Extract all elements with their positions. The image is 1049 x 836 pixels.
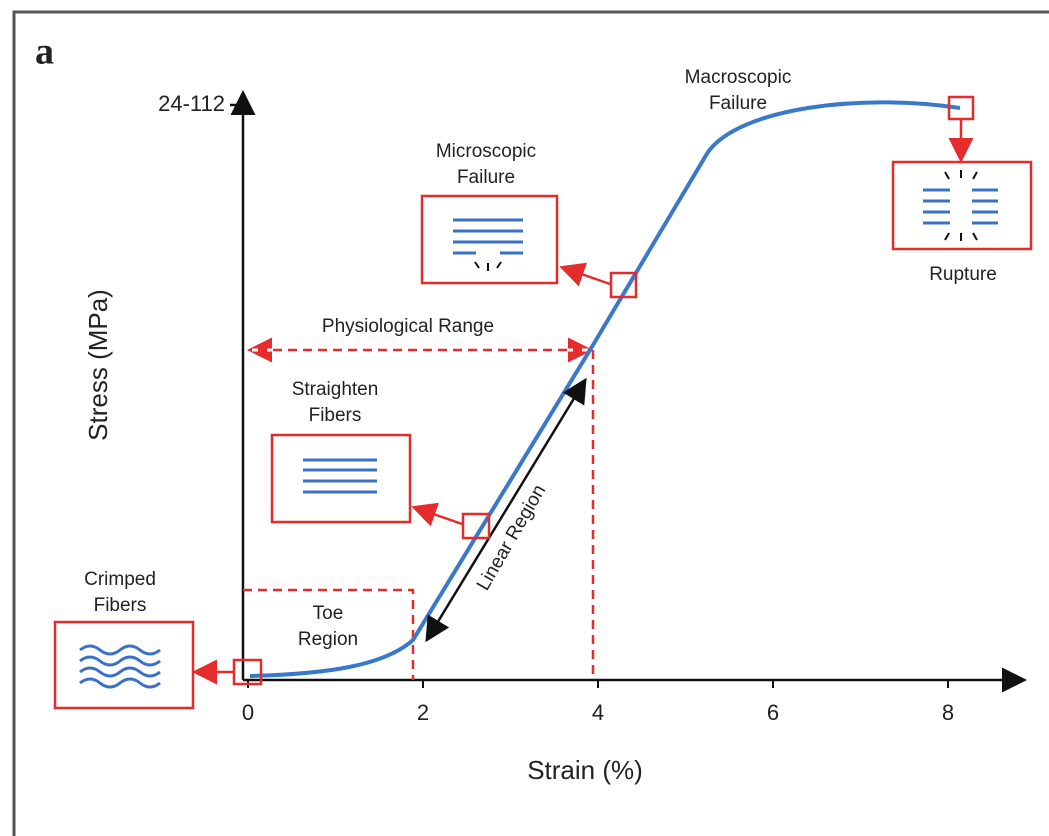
toe-label: Region (298, 629, 358, 650)
straight-icon (303, 458, 377, 494)
straighten-label: Fibers (309, 405, 362, 426)
micro-icon (453, 218, 523, 255)
y-axis-label: Stress (MPa) (83, 289, 113, 441)
microscopic-box (420, 194, 559, 285)
x-tick-label: 6 (767, 700, 779, 725)
x-tick-label: 4 (592, 700, 604, 725)
rupture-box (891, 160, 1033, 251)
frame (12, 10, 1049, 836)
range-label: Physiological Range (322, 316, 494, 337)
linear-arrow (425, 377, 587, 643)
y-tick-label: 24-112 (158, 91, 225, 116)
panel-label: a (35, 31, 54, 73)
break-marks (474, 261, 502, 271)
x-ticks: 0 2 4 6 8 (242, 680, 954, 725)
straighten-label: Straighten (292, 379, 379, 400)
stress-strain-curve (249, 100, 961, 678)
marker-box (461, 512, 491, 540)
crimped-icon (79, 644, 161, 689)
marker-box (609, 271, 638, 299)
break-marks (944, 170, 978, 241)
rupture-icon (923, 188, 998, 225)
x-tick-label: 2 (417, 700, 429, 725)
macroscopic-label: Failure (709, 93, 767, 114)
marker-box (232, 658, 263, 686)
x-axis-label: Strain (%) (527, 755, 643, 785)
crimped-label: Fibers (94, 595, 147, 616)
x-tick-label: 8 (942, 700, 954, 725)
macroscopic-label: Macroscopic (685, 67, 792, 88)
microscopic-label: Microscopic (436, 141, 536, 162)
crimped-box (53, 620, 195, 710)
microscopic-label: Failure (457, 167, 515, 188)
rupture-label: Rupture (929, 264, 997, 285)
callout-arrow (411, 502, 463, 527)
crimped-label: Crimped (84, 569, 156, 590)
toe-region-outline (243, 588, 415, 680)
x-tick-label: 0 (242, 700, 254, 725)
straighten-box (270, 433, 412, 524)
callout-arrow (559, 262, 611, 287)
toe-label: Toe (313, 603, 344, 624)
